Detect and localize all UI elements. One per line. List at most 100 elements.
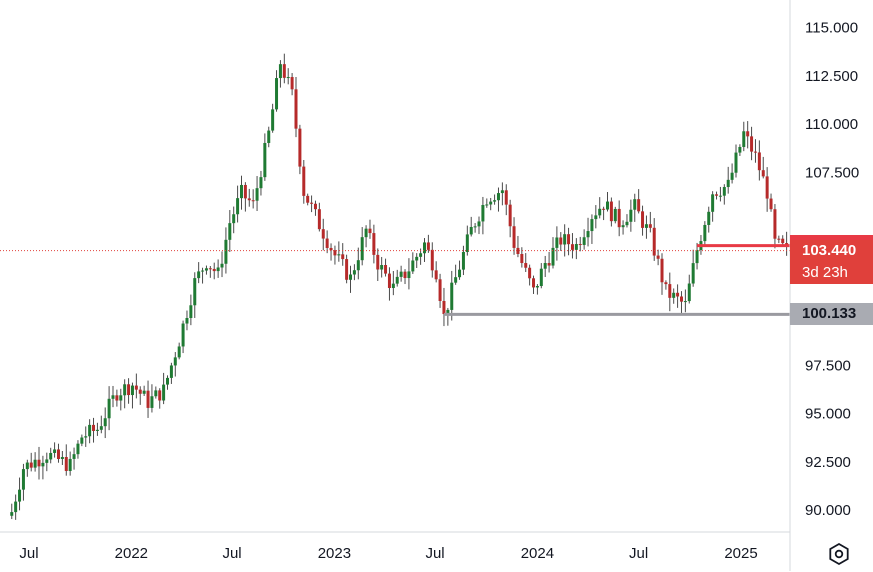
candle-body <box>726 179 730 188</box>
candle-body <box>208 268 212 270</box>
candle-body <box>765 176 769 199</box>
candle-body <box>742 131 746 147</box>
candle-body <box>10 512 14 516</box>
candle-body <box>730 172 734 180</box>
candle-body <box>718 195 722 197</box>
candle-body <box>543 263 547 269</box>
candle-body <box>500 190 504 194</box>
candle-body <box>360 237 364 261</box>
candle-body <box>37 459 41 467</box>
candle-body <box>746 131 750 137</box>
candle-body <box>582 237 586 245</box>
candle-body <box>368 228 372 234</box>
candle-body <box>154 390 158 397</box>
price-axis[interactable]: 115.000 112.500 110.000 107.500 97.500 95.000… <box>805 20 859 520</box>
candle-body <box>399 271 403 277</box>
settings-button[interactable] <box>826 541 852 567</box>
candle-body <box>446 309 450 315</box>
candle-body <box>88 424 92 437</box>
candle-body <box>321 229 325 239</box>
candle-body <box>25 462 29 470</box>
support-resistance-lines <box>0 244 790 316</box>
candle-body <box>80 437 84 444</box>
candle-body <box>656 255 660 259</box>
candle-body <box>477 221 481 227</box>
candle-body <box>119 395 123 401</box>
candle-body <box>668 284 672 298</box>
candle-body <box>18 489 22 502</box>
candle-body <box>387 273 391 289</box>
candle-body <box>715 194 719 196</box>
candle-body <box>672 292 676 298</box>
price-tick-label: 110.000 <box>805 116 858 133</box>
candle-body <box>130 385 134 396</box>
candle-body <box>532 278 536 288</box>
candle-body <box>45 459 49 463</box>
candle-body <box>325 238 329 248</box>
candle-body <box>773 209 777 239</box>
candle-body <box>212 268 216 272</box>
candle-body <box>757 152 761 171</box>
candle-body <box>356 260 360 271</box>
candle-body <box>415 256 419 261</box>
candle-body <box>426 242 430 250</box>
candle-body <box>559 237 563 245</box>
candle-body <box>216 267 220 272</box>
candle-body <box>691 263 695 284</box>
price-tick-label: 97.500 <box>805 357 851 374</box>
candle-body <box>134 385 138 390</box>
time-tick-label: 2022 <box>115 545 148 562</box>
candle-body <box>570 244 574 250</box>
time-tick-label: Jul <box>222 545 241 562</box>
candle-body <box>520 253 524 264</box>
candle-body <box>644 224 648 228</box>
candle-body <box>236 198 240 215</box>
candle-body <box>103 418 107 427</box>
candle-body <box>722 187 726 196</box>
candle-body <box>60 457 64 460</box>
candle-body <box>232 214 236 224</box>
price-tick-label: 90.000 <box>805 502 851 519</box>
candle-body <box>422 242 426 254</box>
candle-body <box>493 200 497 202</box>
candle-body <box>687 283 691 302</box>
candle-body <box>781 238 785 244</box>
level-price-tag-grey: 100.133 <box>790 303 873 326</box>
candle-body <box>146 390 150 408</box>
candle-body <box>469 226 473 235</box>
candle-body <box>524 263 528 268</box>
candle-body <box>259 177 263 189</box>
time-axis[interactable]: Jul 2022 Jul 2023 Jul 2024 Jul 2025 <box>19 545 757 562</box>
candle-body <box>785 243 789 245</box>
candle-body <box>496 193 500 201</box>
candle-body <box>395 276 399 284</box>
candle-body <box>551 247 555 266</box>
candle-body <box>345 259 349 280</box>
time-tick-label: Jul <box>19 545 38 562</box>
candle-body <box>76 443 80 455</box>
price-tick-label: 95.000 <box>805 406 851 423</box>
candle-body <box>664 282 668 285</box>
candle-body <box>49 452 53 460</box>
candle-body <box>243 184 247 199</box>
candle-body <box>364 228 368 238</box>
candle-body <box>753 151 757 153</box>
candle-body <box>567 234 571 245</box>
candle-body <box>481 204 485 222</box>
candle-body <box>602 208 606 210</box>
candle-body <box>621 225 625 228</box>
candle-body <box>111 395 115 399</box>
last-price-tag: 103.440 <box>790 239 873 262</box>
candle-body <box>290 77 294 90</box>
settings-icon <box>829 542 849 566</box>
candle-body <box>660 258 664 283</box>
candle-body <box>68 458 72 471</box>
candle-body <box>220 263 224 268</box>
candle-body <box>224 239 228 264</box>
candle-body <box>197 271 201 279</box>
candle-body <box>251 200 255 202</box>
candle-body <box>578 244 582 246</box>
candle-body <box>516 247 520 254</box>
bar-countdown-tag: 3d 23h <box>790 261 873 284</box>
